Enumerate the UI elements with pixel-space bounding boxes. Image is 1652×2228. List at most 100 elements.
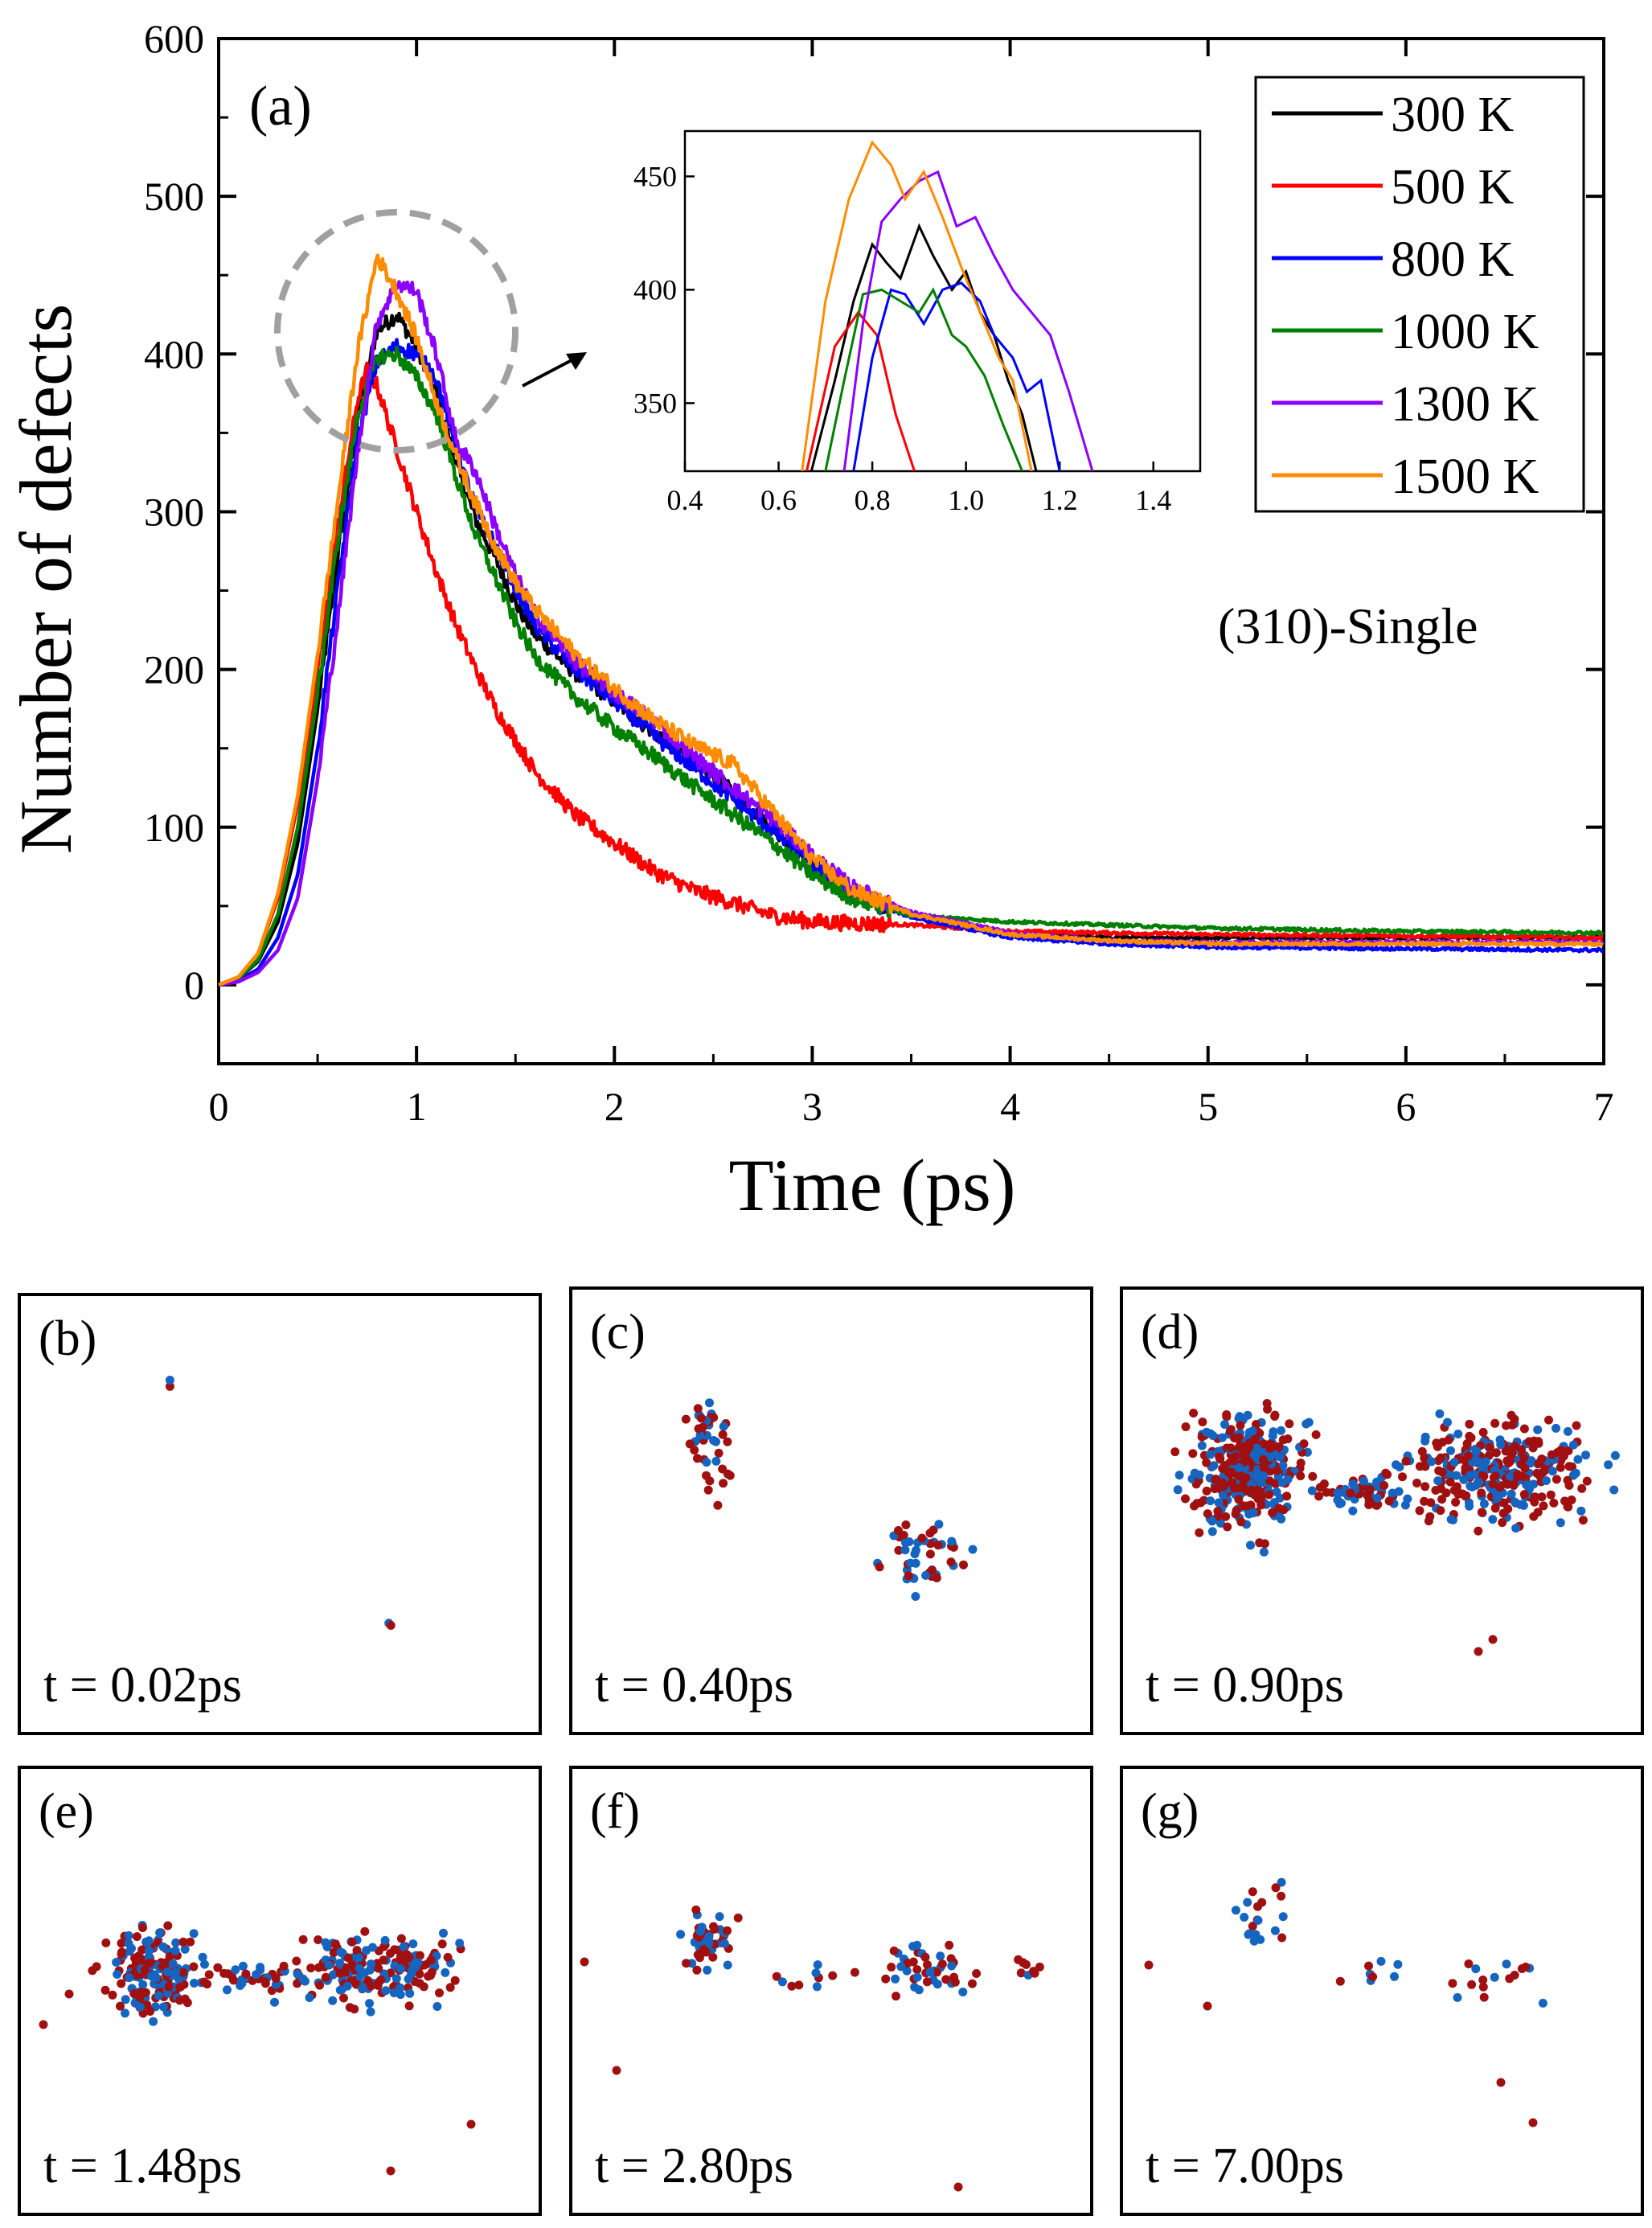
atom-dot: [1427, 1457, 1437, 1467]
atom-dot: [959, 1560, 968, 1569]
inset-series-line: [852, 281, 1061, 471]
atom-dot: [1333, 1496, 1343, 1505]
atom-dot: [100, 1985, 110, 1995]
atom-dot: [1490, 1504, 1500, 1513]
y-tick-label: 600: [144, 16, 204, 61]
atom-dot: [1296, 1459, 1306, 1468]
atom-dot: [154, 1991, 163, 2000]
atom-dot: [933, 1967, 941, 1977]
atom-dot: [137, 1955, 146, 1964]
atom-dot: [1465, 1419, 1474, 1429]
snapshot-time: t = 7.00ps: [1146, 2139, 1344, 2193]
atom-dot: [1181, 1422, 1191, 1431]
atom-dot: [146, 2007, 155, 2016]
atom-dot: [1541, 1476, 1551, 1485]
atom-dot: [705, 1398, 714, 1408]
atom-dot: [1465, 1501, 1474, 1511]
atom-dot: [1477, 1508, 1486, 1517]
atom-dot: [355, 1963, 364, 1973]
atom-dot: [1253, 1473, 1263, 1483]
atom-dot: [710, 1924, 719, 1934]
atom-dot: [1513, 1471, 1522, 1481]
atom-dot: [881, 1974, 891, 1984]
atom-dot: [1467, 1980, 1477, 1989]
inset-series-line: [806, 310, 916, 471]
atom-dot: [1227, 1467, 1236, 1477]
atom-dot: [1260, 1463, 1269, 1472]
atom-dot: [704, 1939, 714, 1948]
atom-dot: [1278, 1435, 1288, 1445]
x-tick-label: 2: [605, 1084, 625, 1129]
atom-dot: [912, 1940, 922, 1950]
atom-dot: [693, 1950, 703, 1959]
atom-dot: [1218, 1463, 1228, 1473]
atom-dot: [1515, 1500, 1525, 1509]
atom-dot: [1437, 1495, 1447, 1504]
atom-dot: [894, 1545, 904, 1555]
atom-dot: [113, 1970, 122, 1979]
atom-dot: [1322, 1487, 1331, 1497]
atom-dot: [1403, 1494, 1412, 1504]
atom-dot: [901, 1538, 910, 1548]
atom-dot: [165, 1376, 174, 1385]
atom-dot: [39, 2020, 48, 2029]
atom-dot: [165, 1381, 174, 1391]
atom-dot: [170, 1946, 180, 1955]
atom-dot: [1464, 1959, 1474, 1968]
atom-dot: [1274, 1504, 1284, 1513]
panel-label-a: (a): [249, 76, 312, 137]
atom-dot: [329, 1970, 338, 1980]
atom-dot: [168, 1959, 178, 1968]
atom-dot: [1539, 1501, 1548, 1511]
atom-dot: [380, 1935, 390, 1945]
y-tick-label: 0: [184, 962, 204, 1007]
atom-dot: [1472, 1446, 1482, 1456]
atom-dot: [947, 1537, 957, 1546]
atom-dot: [1426, 1498, 1436, 1508]
atom-dot: [1571, 1468, 1580, 1478]
atom-dot: [1420, 1436, 1430, 1446]
legend-label: 800 K: [1391, 232, 1515, 287]
atom-dot: [415, 1969, 424, 1979]
snapshot-panel: (d) t = 0.90ps: [1120, 1286, 1644, 1735]
atom-dot: [702, 1458, 711, 1467]
atom-dot: [917, 1533, 927, 1543]
atom-dot: [1383, 1470, 1392, 1479]
atom-dot: [1173, 1485, 1183, 1495]
atom-dot: [386, 2166, 396, 2176]
atom-dot: [342, 1981, 352, 1991]
atom-dot: [1372, 1493, 1382, 1503]
atom-dot: [1236, 1517, 1246, 1527]
atom-dot: [149, 2017, 158, 2026]
atom-dot: [1488, 1479, 1498, 1489]
atom-dot: [1578, 1516, 1588, 1525]
atom-dot: [1181, 1494, 1190, 1504]
atom-dot: [1259, 1439, 1269, 1449]
atom-dot: [1198, 1418, 1207, 1426]
atom-dot: [1230, 1483, 1239, 1493]
atom-dot: [1202, 1427, 1211, 1437]
atom-dot: [1190, 1468, 1199, 1478]
atom-dot: [708, 1952, 718, 1962]
series-line: [218, 253, 1604, 987]
atom-dot: [155, 1928, 165, 1938]
atom-dot: [335, 1985, 345, 1995]
atom-dot: [695, 1926, 705, 1936]
atom-dot: [101, 1938, 111, 1947]
y-tick-label: 300: [144, 489, 204, 534]
atom-dot: [238, 1961, 248, 1971]
atom-dot: [787, 1981, 797, 1991]
atom-dot: [1492, 1494, 1502, 1503]
atom-dot: [1420, 1453, 1429, 1463]
atom-dot: [1517, 1445, 1526, 1455]
atom-dot: [1252, 1420, 1261, 1429]
atom-dot: [1524, 1437, 1534, 1446]
atom-dot: [1390, 1972, 1399, 1981]
inset-x-tick-label: 0.4: [667, 484, 703, 516]
atom-dot: [124, 1931, 133, 1940]
atom-dot: [1534, 1437, 1543, 1446]
atom-dot: [932, 1574, 941, 1582]
atom-dot: [1265, 1490, 1274, 1500]
atom-dot: [117, 1939, 126, 1948]
atom-dot: [1510, 1971, 1519, 1980]
